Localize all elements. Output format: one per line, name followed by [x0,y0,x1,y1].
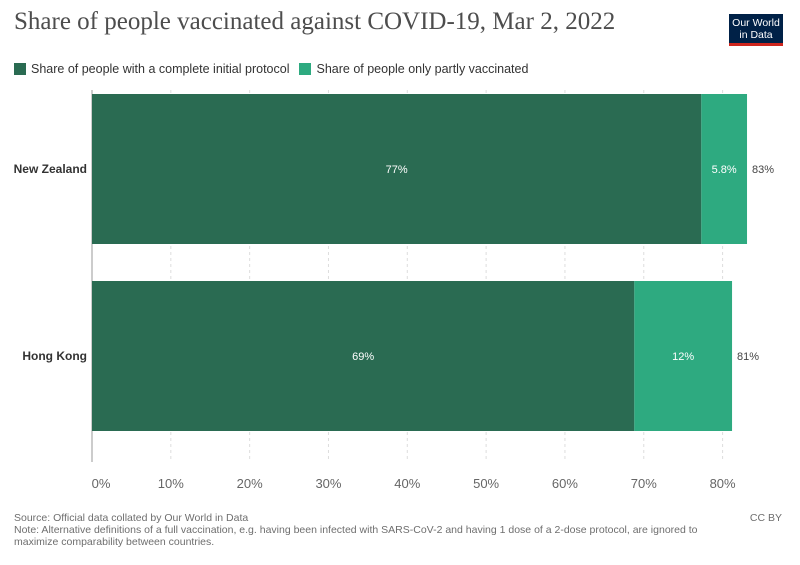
chart-footer: Source: Official data collated by Our Wo… [14,512,734,548]
legend-label-complete: Share of people with a complete initial … [31,62,290,76]
legend-label-partial: Share of people only partly vaccinated [316,62,529,76]
legend-item-complete[interactable]: Share of people with a complete initial … [14,62,289,76]
chart-legend: Share of people with a complete initial … [14,62,528,76]
owid-logo[interactable]: Our World in Data [729,14,783,46]
data-label: 12% [672,351,694,363]
category-label: Hong Kong [22,349,87,363]
x-tick-label: 20% [237,476,263,491]
x-tick-label: 10% [158,476,184,491]
bar-segment [92,94,702,244]
x-tick-label: 30% [315,476,341,491]
license-label[interactable]: CC BY [749,512,782,524]
logo-line-1: Our World [732,17,780,29]
data-label: 69% [352,351,374,363]
x-tick-label: 60% [552,476,578,491]
x-tick-label: 0% [92,476,111,491]
legend-swatch-complete [14,63,26,75]
data-label: 5.8% [712,164,737,176]
methodology-note: Note: Alternative definitions of a full … [14,524,698,548]
total-label: 83% [752,164,774,176]
x-tick-label: 50% [473,476,499,491]
legend-item-partial[interactable]: Share of people only partly vaccinated [299,62,528,76]
x-tick-label: 70% [631,476,657,491]
x-tick-label: 80% [710,476,736,491]
source-note: Source: Official data collated by Our Wo… [14,512,249,524]
bar-segment [634,281,733,431]
logo-line-2: in Data [739,29,773,41]
bar-segment [701,94,748,244]
x-tick-label: 40% [394,476,420,491]
bar-chart: 0% 10% 20% 30% 40% 50% 60% 70% 80% New Zealand 77%… [14,90,774,491]
legend-swatch-partial [299,63,312,75]
category-label: New Zealand [14,162,87,176]
bar-segment [92,281,635,431]
data-label: 77% [386,164,408,176]
chart-title: Share of people vaccinated against COVID… [14,8,616,35]
total-label: 81% [737,351,759,363]
